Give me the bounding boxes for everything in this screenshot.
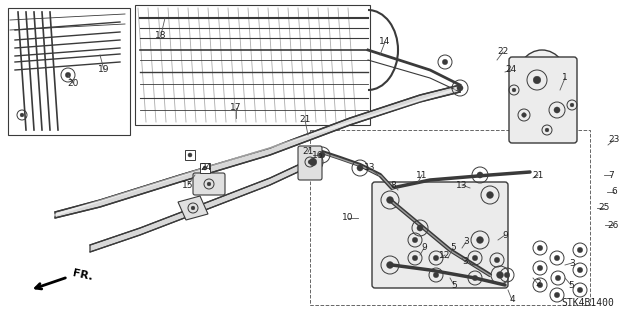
Circle shape bbox=[533, 76, 541, 84]
Text: 22: 22 bbox=[497, 48, 509, 56]
Circle shape bbox=[207, 182, 211, 186]
Circle shape bbox=[570, 103, 574, 107]
Text: 4: 4 bbox=[509, 295, 515, 305]
Bar bbox=[135, 5, 370, 125]
Circle shape bbox=[442, 59, 447, 65]
Circle shape bbox=[309, 158, 317, 166]
Text: 15: 15 bbox=[182, 181, 194, 189]
Circle shape bbox=[412, 255, 418, 261]
Bar bbox=[310, 130, 590, 305]
Circle shape bbox=[417, 225, 423, 231]
FancyBboxPatch shape bbox=[298, 146, 322, 180]
Text: 3: 3 bbox=[462, 257, 468, 266]
Circle shape bbox=[504, 272, 509, 278]
Text: FR.: FR. bbox=[72, 268, 94, 282]
Circle shape bbox=[577, 267, 582, 273]
Circle shape bbox=[577, 247, 582, 253]
Circle shape bbox=[486, 192, 493, 198]
Text: 24: 24 bbox=[200, 164, 212, 173]
Circle shape bbox=[538, 282, 543, 288]
Text: 5: 5 bbox=[568, 280, 574, 290]
Text: 7: 7 bbox=[608, 170, 614, 180]
Text: 17: 17 bbox=[230, 103, 242, 113]
FancyBboxPatch shape bbox=[193, 173, 225, 195]
Text: 1: 1 bbox=[562, 73, 568, 83]
Text: 3: 3 bbox=[569, 258, 575, 268]
Polygon shape bbox=[55, 85, 460, 218]
Text: 24: 24 bbox=[506, 65, 516, 75]
Circle shape bbox=[577, 287, 582, 293]
Text: 13: 13 bbox=[364, 164, 376, 173]
Circle shape bbox=[188, 153, 192, 157]
Circle shape bbox=[20, 113, 24, 117]
Text: 12: 12 bbox=[439, 250, 451, 259]
Text: 26: 26 bbox=[607, 220, 619, 229]
Text: 5: 5 bbox=[451, 280, 457, 290]
Circle shape bbox=[477, 172, 483, 178]
Circle shape bbox=[545, 128, 549, 132]
Circle shape bbox=[65, 72, 70, 78]
Circle shape bbox=[538, 245, 543, 251]
Circle shape bbox=[538, 265, 543, 271]
Text: 10: 10 bbox=[342, 213, 354, 222]
Text: 9: 9 bbox=[502, 231, 508, 240]
Circle shape bbox=[472, 275, 477, 281]
Text: STK4B1400: STK4B1400 bbox=[561, 298, 614, 308]
Circle shape bbox=[522, 113, 526, 117]
Text: 21: 21 bbox=[302, 147, 314, 157]
Circle shape bbox=[433, 255, 438, 261]
Text: 9: 9 bbox=[421, 243, 427, 253]
Text: 19: 19 bbox=[99, 65, 109, 75]
Circle shape bbox=[191, 206, 195, 210]
Text: 16: 16 bbox=[312, 151, 324, 160]
Circle shape bbox=[387, 262, 394, 268]
Circle shape bbox=[556, 275, 561, 281]
Text: 18: 18 bbox=[156, 31, 167, 40]
Circle shape bbox=[308, 160, 312, 164]
Circle shape bbox=[412, 237, 418, 243]
Text: 5: 5 bbox=[450, 243, 456, 253]
Text: 6: 6 bbox=[611, 188, 617, 197]
Circle shape bbox=[494, 257, 500, 263]
Circle shape bbox=[554, 107, 560, 113]
Text: 3: 3 bbox=[463, 238, 469, 247]
Circle shape bbox=[477, 237, 483, 243]
Text: 21: 21 bbox=[300, 115, 310, 124]
Text: 13: 13 bbox=[456, 181, 468, 189]
Bar bbox=[185, 150, 195, 160]
Ellipse shape bbox=[515, 50, 570, 120]
Circle shape bbox=[457, 85, 463, 91]
Text: 2: 2 bbox=[535, 279, 541, 288]
Polygon shape bbox=[90, 158, 313, 252]
Circle shape bbox=[357, 165, 363, 171]
Circle shape bbox=[554, 292, 559, 298]
Text: 8: 8 bbox=[390, 181, 396, 189]
Circle shape bbox=[203, 166, 207, 170]
Polygon shape bbox=[178, 196, 208, 220]
Circle shape bbox=[319, 152, 325, 158]
Text: 25: 25 bbox=[598, 204, 610, 212]
Text: 20: 20 bbox=[67, 78, 79, 87]
Circle shape bbox=[433, 272, 438, 278]
Circle shape bbox=[554, 255, 559, 261]
Text: 23: 23 bbox=[608, 136, 620, 145]
Text: 11: 11 bbox=[416, 170, 428, 180]
Text: 14: 14 bbox=[380, 38, 390, 47]
Circle shape bbox=[497, 271, 504, 278]
Circle shape bbox=[472, 255, 477, 261]
Circle shape bbox=[387, 197, 394, 204]
Text: 21: 21 bbox=[532, 170, 544, 180]
FancyBboxPatch shape bbox=[509, 57, 577, 143]
FancyBboxPatch shape bbox=[372, 182, 508, 288]
Bar bbox=[200, 163, 210, 173]
Circle shape bbox=[512, 88, 516, 92]
